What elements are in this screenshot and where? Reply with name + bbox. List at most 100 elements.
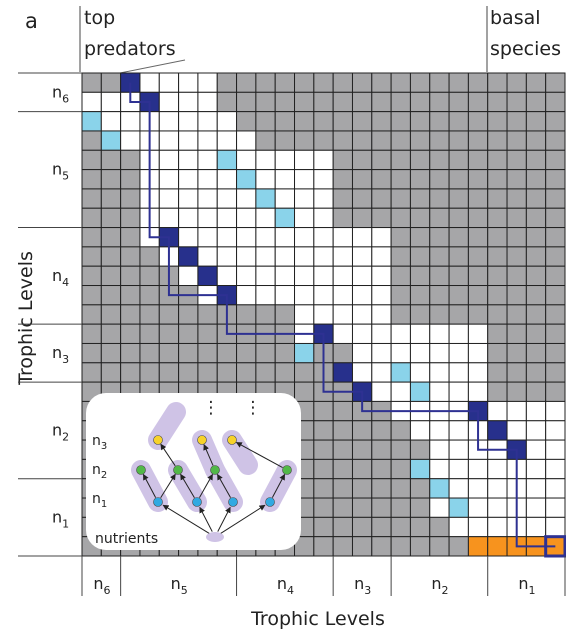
matrix-cell	[294, 130, 315, 151]
matrix-cell	[351, 478, 373, 499]
matrix-cell	[255, 111, 276, 132]
matrix-cell	[81, 188, 102, 209]
matrix-cell	[448, 439, 469, 460]
x-level-label-n2: n2	[431, 574, 448, 597]
matrix-cell	[178, 362, 199, 383]
matrix-cell	[294, 265, 315, 287]
matrix-cell	[371, 342, 392, 364]
basal-highlight-cell	[544, 535, 566, 558]
matrix-cell	[255, 285, 276, 306]
matrix-cell	[332, 478, 353, 499]
matrix-cell	[371, 207, 392, 229]
matrix-cell	[351, 362, 373, 383]
matrix-cell	[409, 130, 431, 151]
mid-level-node	[136, 465, 146, 475]
matrix-cell	[409, 265, 431, 287]
matrix-cell	[487, 478, 508, 499]
matrix-cell	[409, 227, 431, 248]
matrix-cell	[274, 91, 296, 113]
matrix-cell	[390, 478, 411, 499]
matrix-cell	[178, 265, 199, 287]
matrix-cell	[409, 188, 431, 209]
matrix-cell	[255, 227, 276, 248]
y-level-label-n3: n3	[52, 343, 69, 366]
matrix-cell	[429, 246, 450, 267]
matrix-cell	[197, 149, 218, 171]
matrix-cell	[467, 91, 489, 113]
matrix-cell	[487, 304, 508, 325]
matrix-cell	[448, 207, 469, 229]
basal-level-node	[265, 497, 275, 507]
matrix-cell	[525, 478, 547, 499]
matrix-cell	[487, 169, 508, 190]
matrix-cell	[429, 130, 450, 151]
matrix-cell	[448, 91, 469, 113]
matrix-cell	[487, 342, 508, 364]
inset-level-n1: n1	[92, 491, 107, 510]
matrix-cell	[371, 227, 392, 248]
matrix-cell	[467, 207, 489, 229]
matrix-cell	[294, 111, 315, 132]
matrix-cell	[467, 130, 489, 151]
trophic-arrow	[203, 444, 214, 466]
matrix-cell	[294, 285, 315, 306]
y-level-label-n1: n1	[52, 507, 69, 530]
matrix-cell	[371, 188, 392, 209]
matrix-cell	[390, 323, 411, 344]
matrix-cell	[487, 323, 508, 344]
food-web-inset: ⋮ ⋮ n3 n2 n1 nutrients	[86, 393, 301, 550]
matrix-cell	[390, 420, 411, 441]
matrix-cell	[448, 188, 469, 209]
matrix-cell	[371, 381, 392, 402]
top-level-node	[197, 435, 207, 445]
matrix-cell	[216, 246, 238, 267]
mid-level-node	[210, 465, 220, 475]
matrix-cell	[274, 342, 296, 364]
matrix-cell	[506, 304, 527, 325]
matrix-cell	[139, 362, 160, 383]
matrix-cell	[216, 265, 238, 287]
matrix-cell	[371, 285, 392, 306]
x-level-label-n4: n4	[277, 574, 294, 597]
matrix-cell	[487, 458, 508, 480]
matrix-cell	[351, 130, 373, 151]
matrix-cell	[332, 458, 353, 480]
matrix-cell	[81, 304, 102, 325]
matrix-cell	[409, 420, 431, 441]
svg-text:top: top	[84, 7, 115, 29]
matrix-cell	[236, 265, 257, 287]
matrix-cell	[332, 362, 353, 383]
matrix-cell	[216, 362, 238, 383]
matrix-cell	[390, 536, 411, 557]
matrix-cell	[178, 130, 199, 151]
matrix-cell	[313, 246, 334, 267]
matrix-cell	[487, 400, 508, 422]
matrix-cell	[351, 91, 373, 113]
trophic-arrow	[271, 473, 286, 498]
matrix-cell	[429, 439, 450, 460]
matrix-cell	[351, 420, 373, 441]
matrix-cell	[390, 72, 411, 93]
top-level-node	[227, 435, 237, 445]
matrix-cell	[448, 323, 469, 344]
matrix-cell	[545, 188, 566, 209]
matrix-cell	[216, 72, 238, 93]
matrix-cell	[448, 536, 469, 557]
matrix-cell	[545, 72, 566, 93]
matrix-cell	[506, 246, 527, 267]
basal-species-label: basal species	[490, 7, 561, 60]
matrix-cell	[313, 130, 334, 151]
matrix-cell	[525, 246, 547, 267]
matrix-cell	[467, 458, 489, 480]
matrix-cell	[545, 265, 566, 287]
matrix-cell	[429, 227, 450, 248]
matrix-cell	[390, 497, 411, 518]
matrix-cell	[332, 497, 353, 518]
matrix-cell	[448, 72, 469, 93]
matrix-cell	[409, 246, 431, 267]
trophic-arrow	[199, 473, 213, 498]
matrix-cell	[332, 536, 353, 557]
matrix-cell	[158, 323, 180, 344]
matrix-cell	[390, 246, 411, 267]
matrix-cell	[100, 265, 122, 287]
